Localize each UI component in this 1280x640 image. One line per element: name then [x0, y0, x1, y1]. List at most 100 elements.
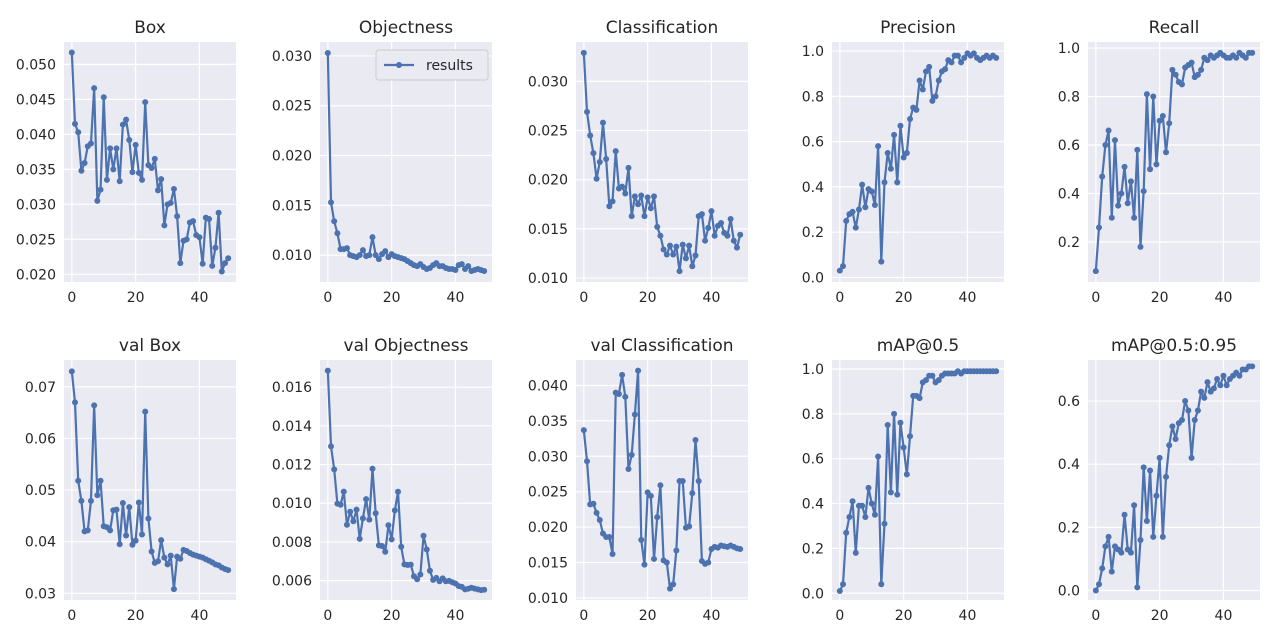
data-point — [113, 145, 120, 152]
subplot-9: 0 20 40 0.0 0.2 0.4 0.6 mAP@0.5:0.95 — [1058, 336, 1260, 624]
data-point — [379, 543, 386, 549]
data-point — [916, 77, 923, 84]
data-point — [593, 175, 600, 182]
data-point — [922, 377, 929, 384]
data-point — [119, 499, 126, 506]
data-point — [878, 581, 885, 588]
data-point — [606, 533, 613, 540]
data-point — [1147, 467, 1154, 474]
data-point — [340, 488, 347, 495]
data-point — [651, 555, 658, 562]
data-point — [1198, 66, 1205, 73]
legend-marker — [396, 62, 402, 68]
y-tick-label: 0.2 — [1058, 235, 1080, 251]
x-tick-label: 0 — [835, 290, 844, 306]
subplot-3: 0 20 40 0.0 0.2 0.4 0.6 0.8 1.0 Precision — [802, 18, 1004, 306]
x-tick-label: 0 — [579, 608, 588, 624]
y-tick-label: 0.015 — [528, 555, 568, 571]
y-tick-label: 0.0 — [802, 270, 824, 286]
data-point — [689, 263, 696, 270]
data-point — [1166, 442, 1173, 449]
data-point — [708, 208, 715, 215]
data-point — [177, 260, 184, 267]
data-point — [689, 490, 696, 497]
data-point — [1102, 543, 1109, 550]
data-point — [167, 199, 174, 206]
x-tick-label: 40 — [1215, 608, 1233, 624]
x-tick-label: 40 — [447, 290, 465, 306]
data-point — [897, 122, 904, 129]
data-point — [465, 263, 472, 270]
data-point — [843, 529, 850, 536]
data-point — [1236, 372, 1243, 379]
data-point — [875, 453, 882, 460]
y-tick-label: 0.4 — [1058, 187, 1080, 203]
data-point — [72, 120, 79, 127]
subplot-title: mAP@0.5:0.95 — [1111, 336, 1237, 356]
x-tick-label: 0 — [1091, 608, 1100, 624]
y-tick-label: 0.6 — [1058, 394, 1080, 410]
data-point — [859, 181, 866, 188]
data-point — [407, 561, 414, 568]
data-point — [935, 377, 942, 384]
data-point — [580, 427, 587, 434]
data-point — [78, 497, 85, 504]
data-point — [942, 66, 949, 73]
y-tick-label: 0.4 — [802, 180, 824, 196]
data-point — [878, 258, 885, 265]
data-point — [884, 422, 891, 429]
data-point — [698, 211, 705, 218]
x-tick-label: 40 — [447, 608, 465, 624]
data-point — [1204, 57, 1211, 64]
y-tick-label: 0.025 — [16, 232, 56, 248]
subplot-8: 0 20 40 0.0 0.2 0.4 0.6 0.8 1.0 mAP@0.5 — [802, 336, 1004, 624]
legend: results — [375, 49, 489, 81]
data-point — [209, 262, 216, 269]
x-tick-label: 20 — [1151, 290, 1169, 306]
data-point — [1102, 142, 1109, 149]
y-tick-label: 0.010 — [272, 248, 312, 264]
y-tick-label: 0.030 — [16, 197, 56, 213]
data-point — [622, 190, 629, 197]
data-point — [154, 558, 161, 565]
data-point — [1169, 423, 1176, 430]
y-tick-label: 0.010 — [528, 591, 568, 607]
data-point — [97, 186, 104, 193]
x-tick-label: 20 — [895, 290, 913, 306]
data-point — [932, 93, 939, 100]
data-point — [183, 236, 190, 243]
data-point — [711, 232, 718, 239]
data-point — [116, 178, 123, 185]
y-tick-label: 0.012 — [272, 458, 312, 474]
data-point — [1111, 137, 1118, 144]
data-point — [1121, 163, 1128, 170]
data-point — [1153, 492, 1160, 499]
data-point — [347, 508, 354, 515]
data-point — [1188, 454, 1195, 461]
subplot-title: val Box — [119, 336, 181, 356]
y-tick-label: 0.6 — [1058, 138, 1080, 154]
data-point — [199, 260, 206, 267]
x-tick-label: 40 — [703, 290, 721, 306]
data-point — [1194, 407, 1201, 414]
data-point — [836, 588, 843, 595]
data-point — [452, 267, 459, 274]
subplot-6: 0 20 40 0.006 0.008 0.010 0.012 0.014 0.016 val O… — [272, 336, 492, 624]
data-point — [584, 108, 591, 115]
data-point — [907, 115, 914, 122]
data-point — [868, 500, 875, 507]
data-point — [372, 510, 379, 517]
data-point — [1105, 127, 1112, 134]
y-tick-label: 0.025 — [272, 99, 312, 115]
data-point — [961, 54, 968, 61]
data-point — [1172, 435, 1179, 442]
data-point — [894, 179, 901, 186]
data-point — [871, 202, 878, 209]
data-point — [638, 536, 645, 543]
data-point — [420, 532, 427, 539]
data-point — [903, 149, 910, 156]
data-point — [1249, 49, 1256, 56]
subplot-1: 0 20 40 0.010 0.015 0.020 0.025 0.030 Objectness… — [272, 18, 492, 306]
data-point — [584, 458, 591, 465]
x-tick-label: 20 — [895, 608, 913, 624]
